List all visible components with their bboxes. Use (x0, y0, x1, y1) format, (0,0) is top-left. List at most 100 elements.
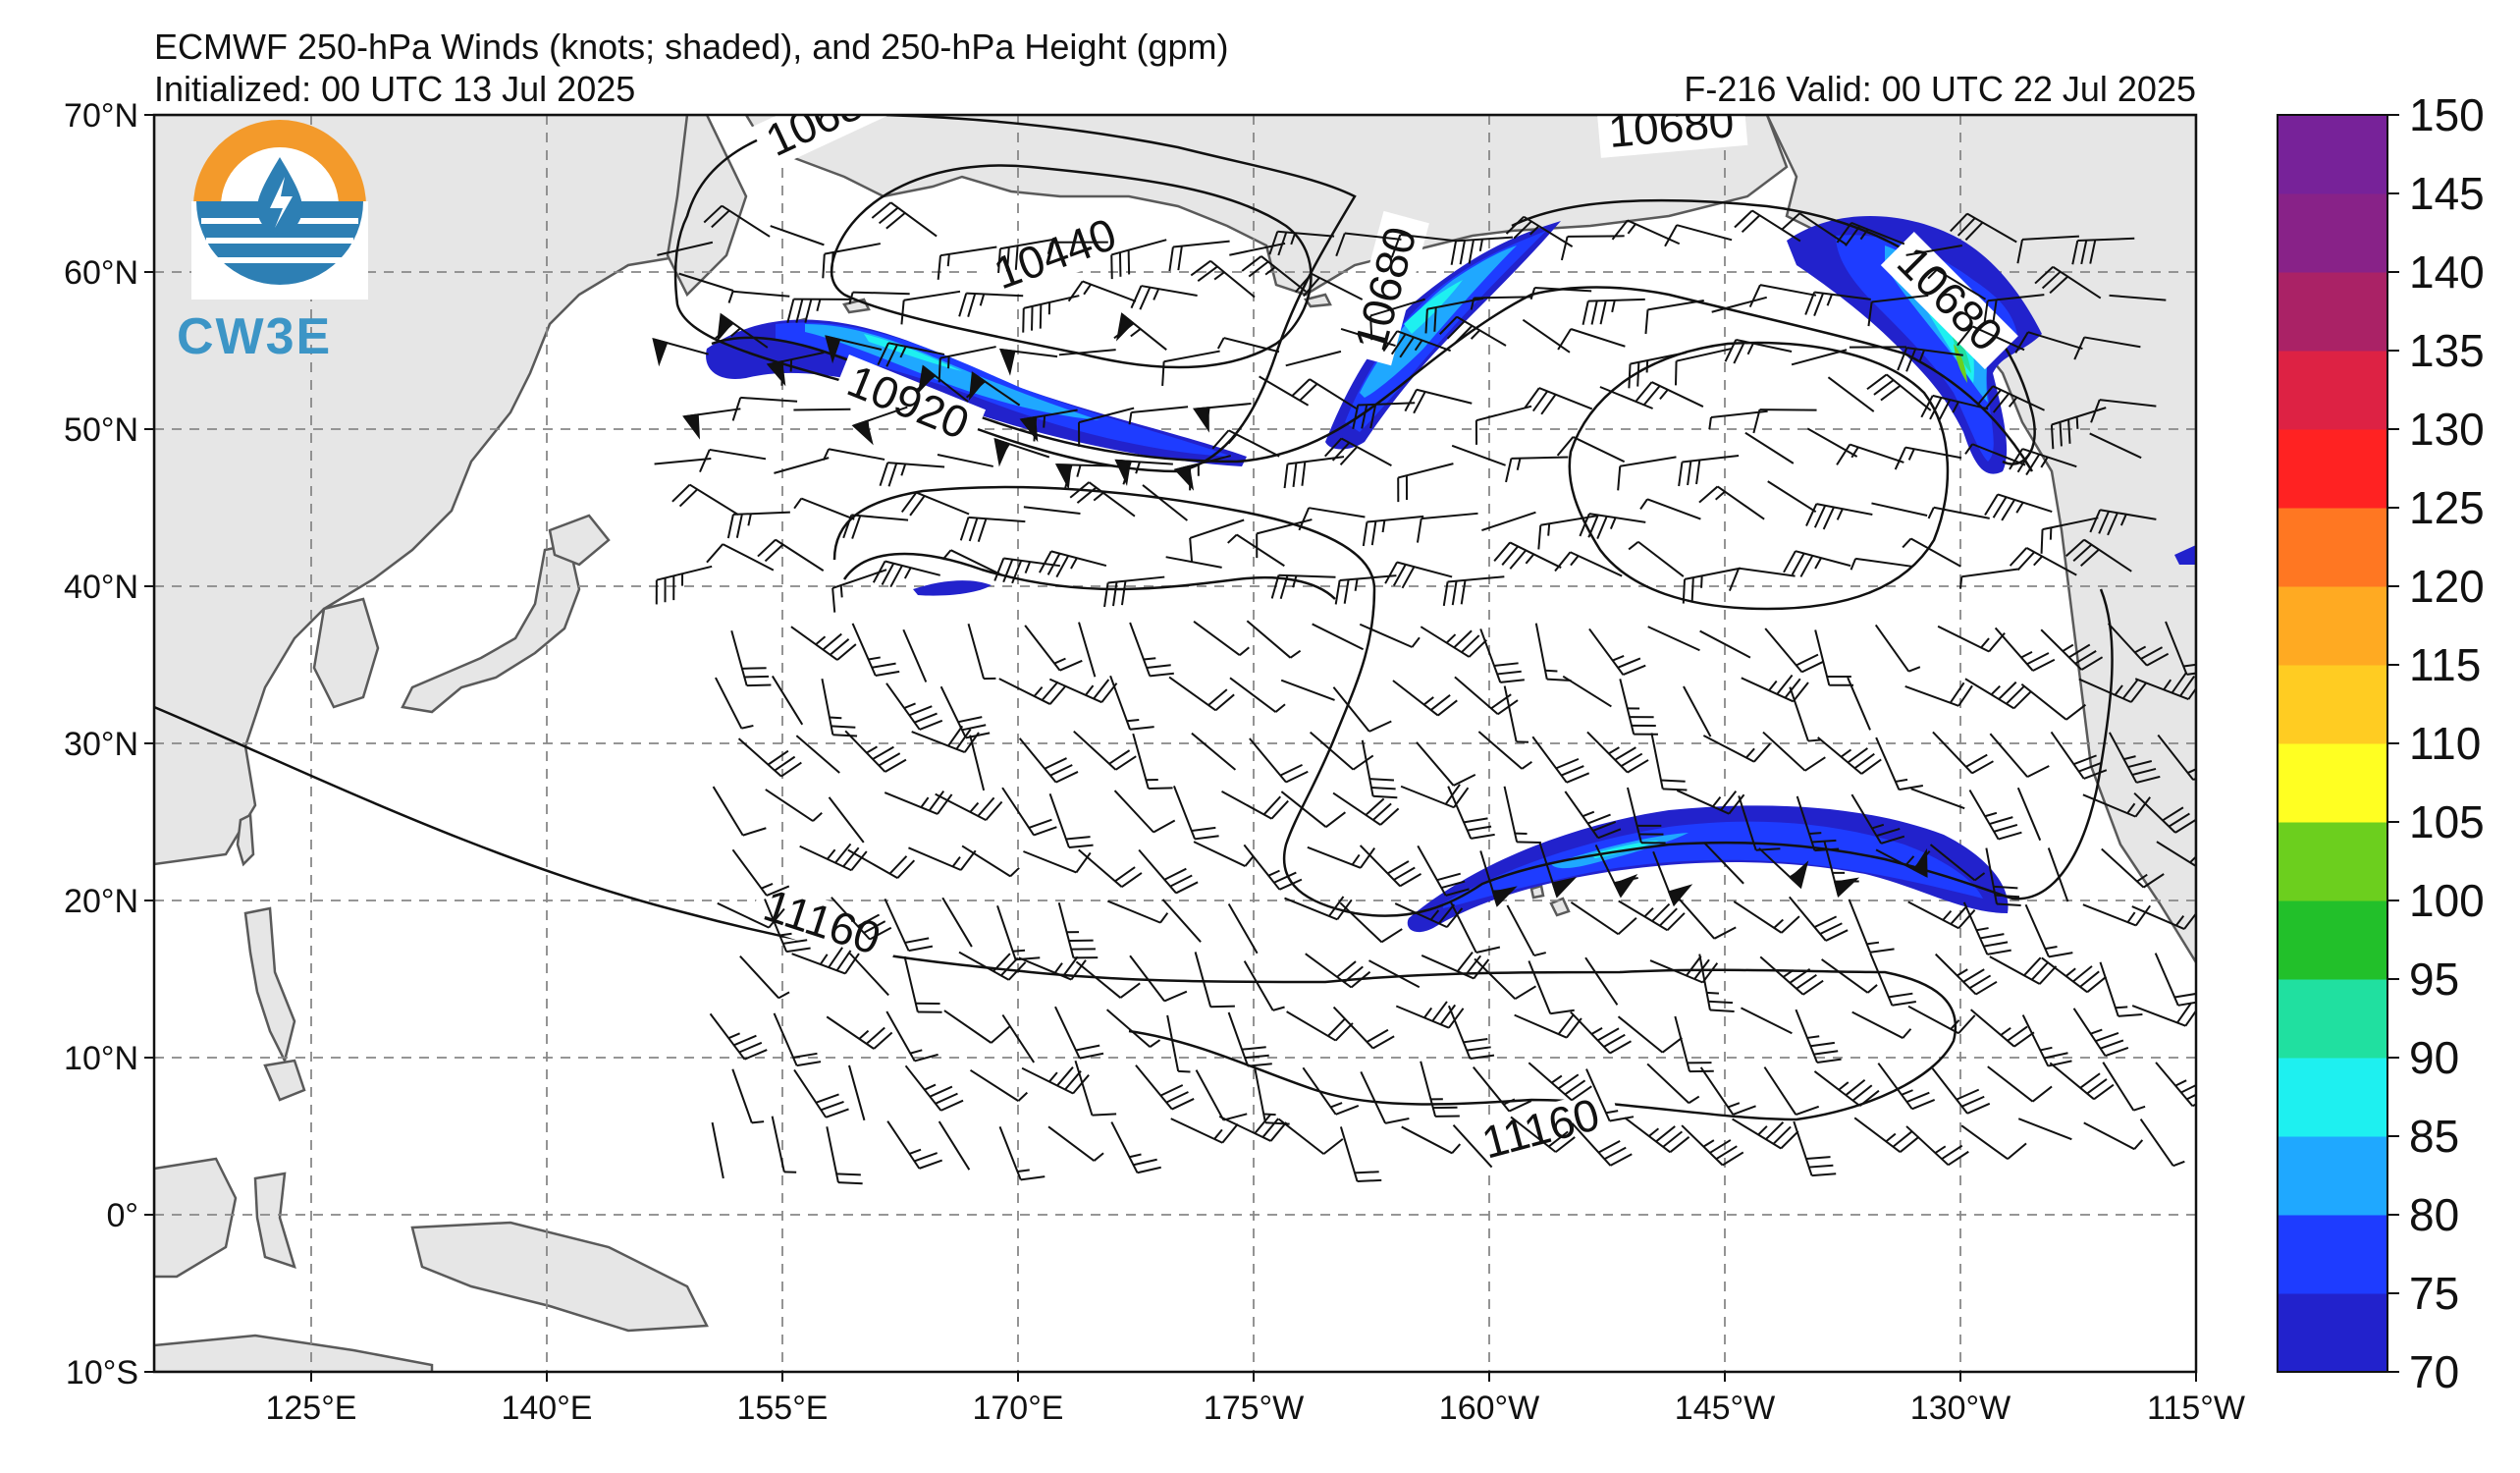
wind-barb (1284, 896, 1353, 921)
wind-barbs (652, 201, 2196, 1185)
wind-barb (998, 1126, 1046, 1181)
wind-barb (1682, 567, 1742, 604)
taiwan (236, 813, 255, 867)
wind-barb (1302, 1066, 1360, 1116)
wind-barb (1001, 1013, 1036, 1064)
wind-barb (1110, 1121, 1161, 1174)
wind-barb (1114, 459, 1173, 486)
wind-barb (2020, 682, 2087, 721)
wind-barb (1793, 1120, 1837, 1177)
wind-barb (2009, 547, 2077, 576)
wind-barb (1067, 280, 1137, 302)
wind-barb (1420, 1061, 1460, 1118)
wind-barb (1077, 407, 1135, 447)
cw3e-logo: CW3E (177, 120, 368, 365)
lon-tick-label: 155°E (736, 1390, 828, 1427)
wind-barb (1113, 790, 1176, 834)
mindanao (263, 1059, 306, 1102)
wind-barb (1340, 327, 1396, 347)
wind-barb (2049, 1062, 2115, 1101)
wind-barb (1522, 318, 1571, 354)
wind-barb (773, 1012, 822, 1067)
colorbar-tick-label: 135 (2409, 325, 2485, 376)
wind-barb (703, 204, 771, 238)
wind-barb (764, 899, 811, 954)
colorbar-segment (2278, 822, 2387, 901)
wind-barb (1564, 791, 1622, 840)
wind-barb (1804, 291, 1871, 317)
wind-barb (1683, 685, 1712, 737)
wind-barb (1635, 381, 1704, 408)
wind-barb (1046, 241, 1108, 254)
wind-barb (1674, 347, 1733, 386)
wind-barb (1404, 388, 1473, 414)
wind-barb (1676, 790, 1745, 815)
wind-barb (969, 735, 986, 791)
wind-barb (904, 1064, 964, 1112)
wind-barb (1503, 685, 1529, 743)
wind-barb (770, 225, 825, 246)
wind-barb (1106, 900, 1169, 924)
wind-barb (1987, 1065, 2053, 1103)
wind-barb (1850, 793, 1905, 845)
wind-barb (1018, 955, 1087, 981)
wind-barb (1048, 792, 1094, 848)
wind-barb (731, 848, 790, 897)
wind-barb (1172, 786, 1219, 841)
wind-barb (886, 1120, 943, 1170)
wind-barb (1734, 209, 1801, 243)
wind-barb (1989, 733, 2050, 779)
wind-barb (1534, 623, 1572, 682)
wind-barb (1711, 296, 1767, 313)
wind-barb (1556, 436, 1626, 464)
wind-barb (826, 1126, 863, 1185)
contour-10920-inner (1568, 341, 1950, 611)
wind-barb (1702, 735, 1771, 763)
logo-text: CW3E (177, 308, 332, 365)
wind-barb (1193, 841, 1255, 867)
wind-barb (884, 790, 953, 815)
wind-barb (1897, 347, 1963, 372)
colorbar-segment (2278, 743, 2387, 823)
philippines (243, 906, 296, 1064)
gridlines (154, 115, 2196, 1372)
colorbar-tick-label: 70 (2409, 1346, 2459, 1397)
wind-barb (1850, 557, 1912, 571)
wind-barb (1626, 787, 1666, 845)
wind-barb (739, 955, 790, 1000)
wind-barb (2156, 841, 2196, 873)
wind-barb (1359, 845, 1422, 888)
wind-barb (1334, 574, 1397, 605)
wind-barb (1506, 904, 1546, 957)
wind-barb (1298, 507, 1366, 531)
wind-barb (1166, 1014, 1191, 1073)
wind-barb (2133, 791, 2196, 834)
wind-barb (774, 457, 830, 474)
wind-barb (706, 543, 775, 572)
wind-barb (1352, 402, 1416, 429)
wind-barb (1759, 955, 1824, 996)
wind-barb (1401, 1125, 1462, 1155)
wind-barb (1902, 537, 1961, 568)
wind-barb (959, 516, 1026, 542)
wind-barb (1024, 625, 1083, 672)
lon-tick-label: 145°W (1675, 1390, 1775, 1427)
wind-barb (1447, 1005, 1495, 1061)
colorbar-segment (2278, 115, 2387, 194)
wind-barb (1332, 791, 1400, 826)
wind-barb (2102, 1062, 2146, 1112)
wind-barb (1019, 409, 1078, 443)
wind-barb (1229, 677, 1286, 713)
wind-barb (2047, 847, 2069, 902)
wind-barb (1960, 1124, 2027, 1161)
wind-barb (2014, 331, 2083, 354)
wind-barb (2108, 732, 2161, 784)
wind-barb (2016, 787, 2042, 842)
wind-barb (2083, 1121, 2144, 1151)
colorbar-segment (2278, 193, 2387, 273)
wind-barb (1531, 736, 1590, 784)
colorbar-tick-label: 145 (2409, 168, 2485, 219)
wind-barb (1395, 1001, 1465, 1029)
wind-barb (715, 677, 754, 730)
